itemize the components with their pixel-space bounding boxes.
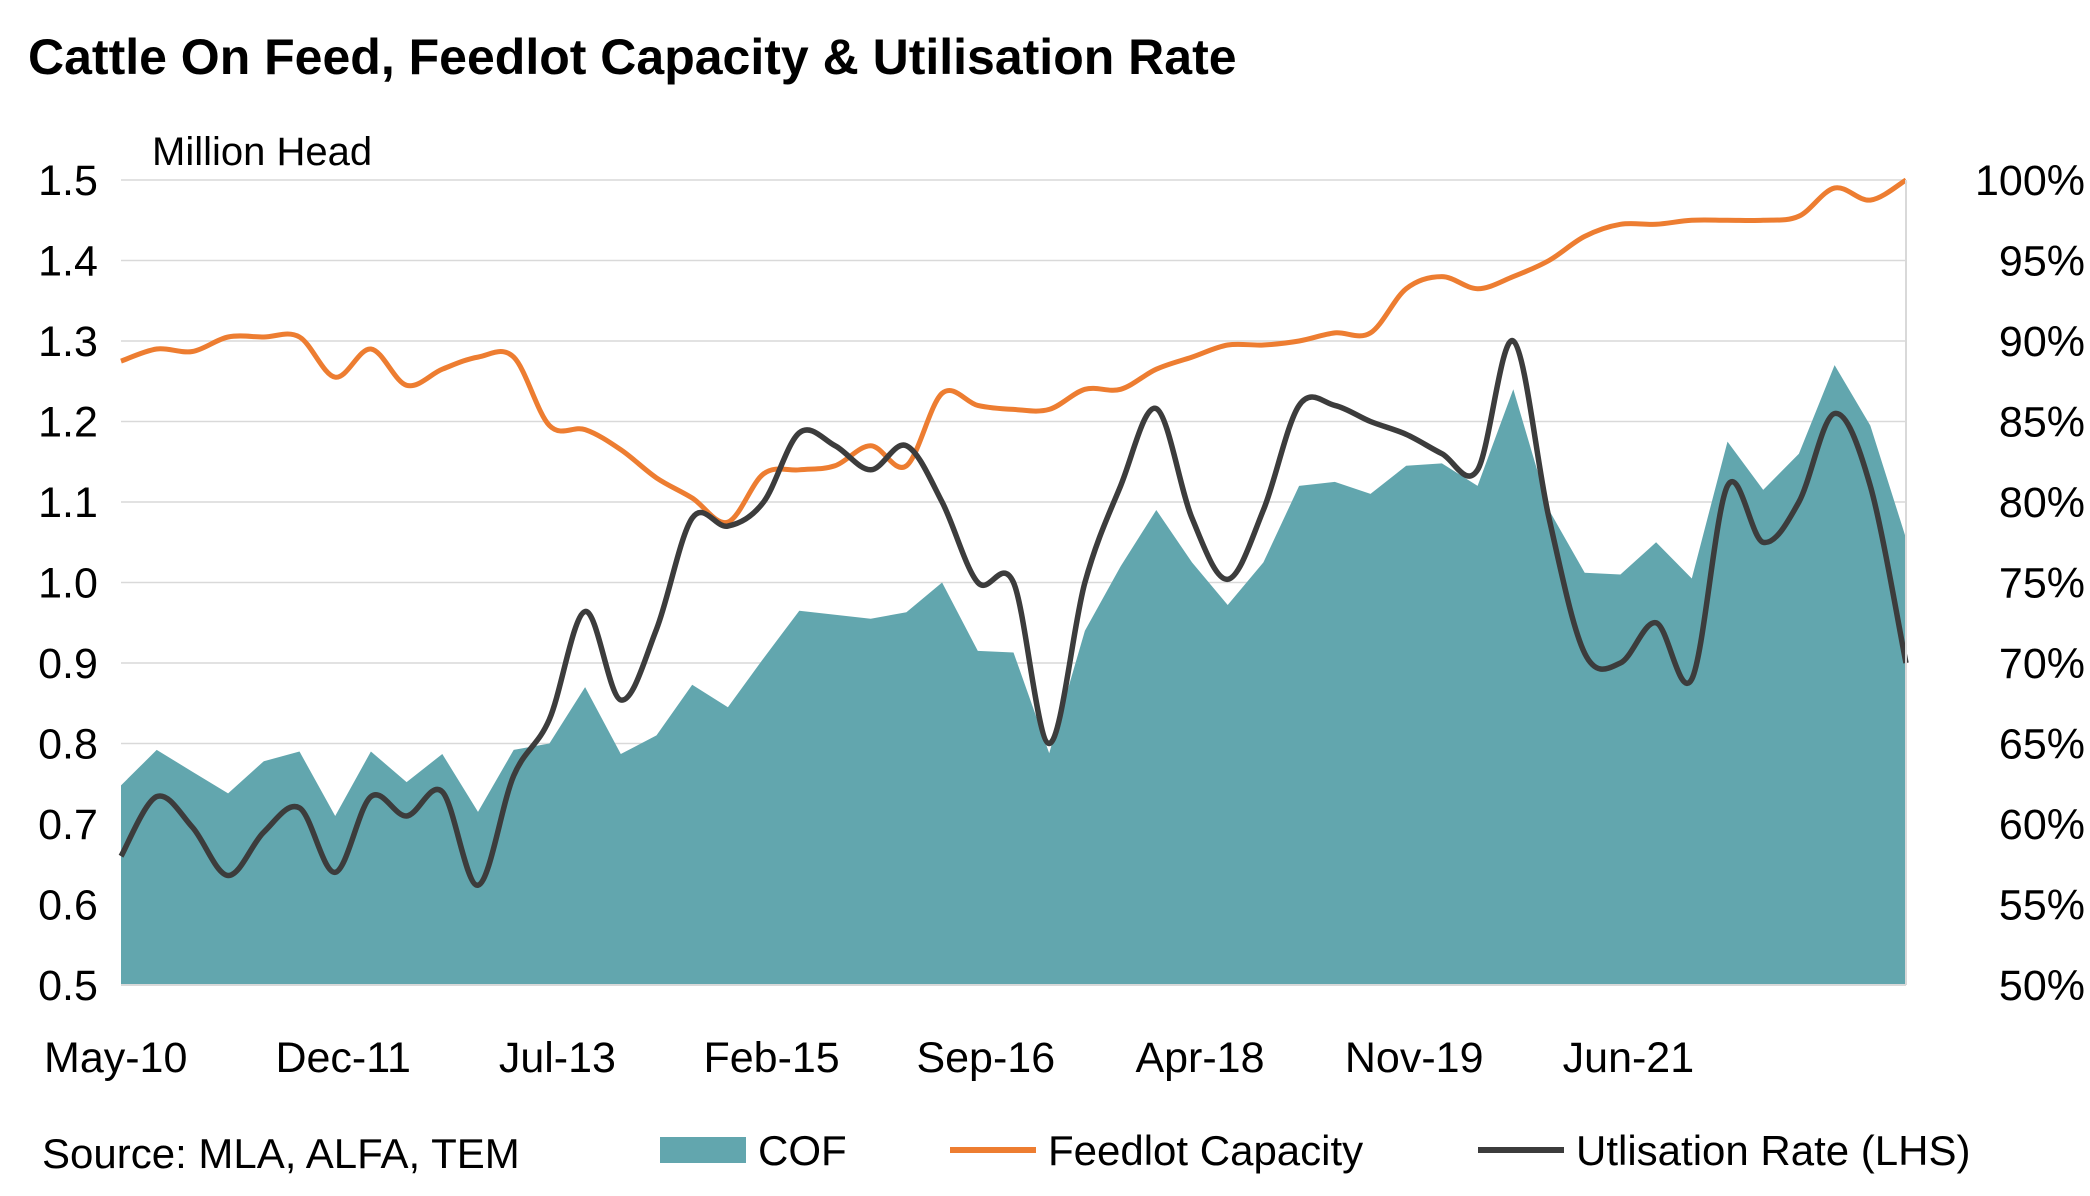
left-tick-label: 1.4 [38,238,98,286]
left-tick-label: 1.0 [38,560,98,608]
right-tick-label: 60% [1999,801,2085,849]
left-tick-label: 0.8 [38,721,98,769]
cof-area [121,365,1906,986]
right-tick-label: 85% [1999,399,2085,447]
left-tick-label: 1.1 [38,479,98,527]
x-tick-label: Sep-16 [916,1034,1055,1082]
left-axis-unit-label: Million Head [152,130,372,174]
right-axis-ticks: 100% 95% 90% 85% 80% 75% 70% 65% 60% 55% 50% [1975,157,2085,1010]
feedlot-capacity-line [120,177,1908,526]
x-tick-label: Apr-18 [1135,1034,1264,1082]
left-tick-label: 1.2 [38,399,98,447]
legend: COF Feedlot Capacity Utlisation Rate (LHS) [660,1127,1970,1174]
legend-label: Utlisation Rate (LHS) [1576,1127,1970,1174]
x-axis-ticks: May-10 Dec-11 Jul-13 Feb-15 Sep-16 Apr-18 Nov-… [44,1034,1694,1082]
left-tick-label: 0.7 [38,801,98,849]
legend-label: COF [758,1127,847,1174]
x-tick-label: Nov-19 [1345,1034,1484,1082]
left-tick-label: 0.9 [38,640,98,688]
right-tick-label: 75% [1999,560,2085,608]
right-tick-label: 100% [1975,157,2085,205]
left-tick-label: 1.5 [38,157,98,205]
legend-swatch-cof [660,1137,746,1163]
legend-label: Feedlot Capacity [1048,1127,1363,1174]
left-tick-label: 0.5 [38,962,98,1010]
axes [121,180,1907,986]
right-tick-label: 50% [1999,962,2085,1010]
left-axis-ticks: 1.5 1.4 1.3 1.2 1.1 1.0 0.9 0.8 0.7 0.6 0.5 [38,157,98,1010]
x-tick-label: Jul-13 [499,1034,616,1082]
right-tick-label: 80% [1999,479,2085,527]
utilisation-rate-line [118,338,1909,888]
right-tick-label: 95% [1999,238,2085,286]
right-tick-label: 55% [1999,882,2085,930]
right-tick-label: 70% [1999,640,2085,688]
chart-title: Cattle On Feed, Feedlot Capacity & Utili… [28,29,1237,85]
right-tick-label: 90% [1999,318,2085,366]
cof-area-layer [121,365,1906,986]
x-tick-label: Dec-11 [275,1034,410,1082]
x-tick-label: May-10 [44,1034,187,1082]
right-tick-label: 65% [1999,721,2085,769]
x-tick-label: Feb-15 [703,1034,839,1082]
x-tick-label: Jun-21 [1563,1034,1694,1082]
left-tick-label: 0.6 [38,882,98,930]
source-note: Source: MLA, ALFA, TEM [42,1130,520,1177]
series-lines-layer [118,177,1909,888]
left-tick-label: 1.3 [38,318,98,366]
